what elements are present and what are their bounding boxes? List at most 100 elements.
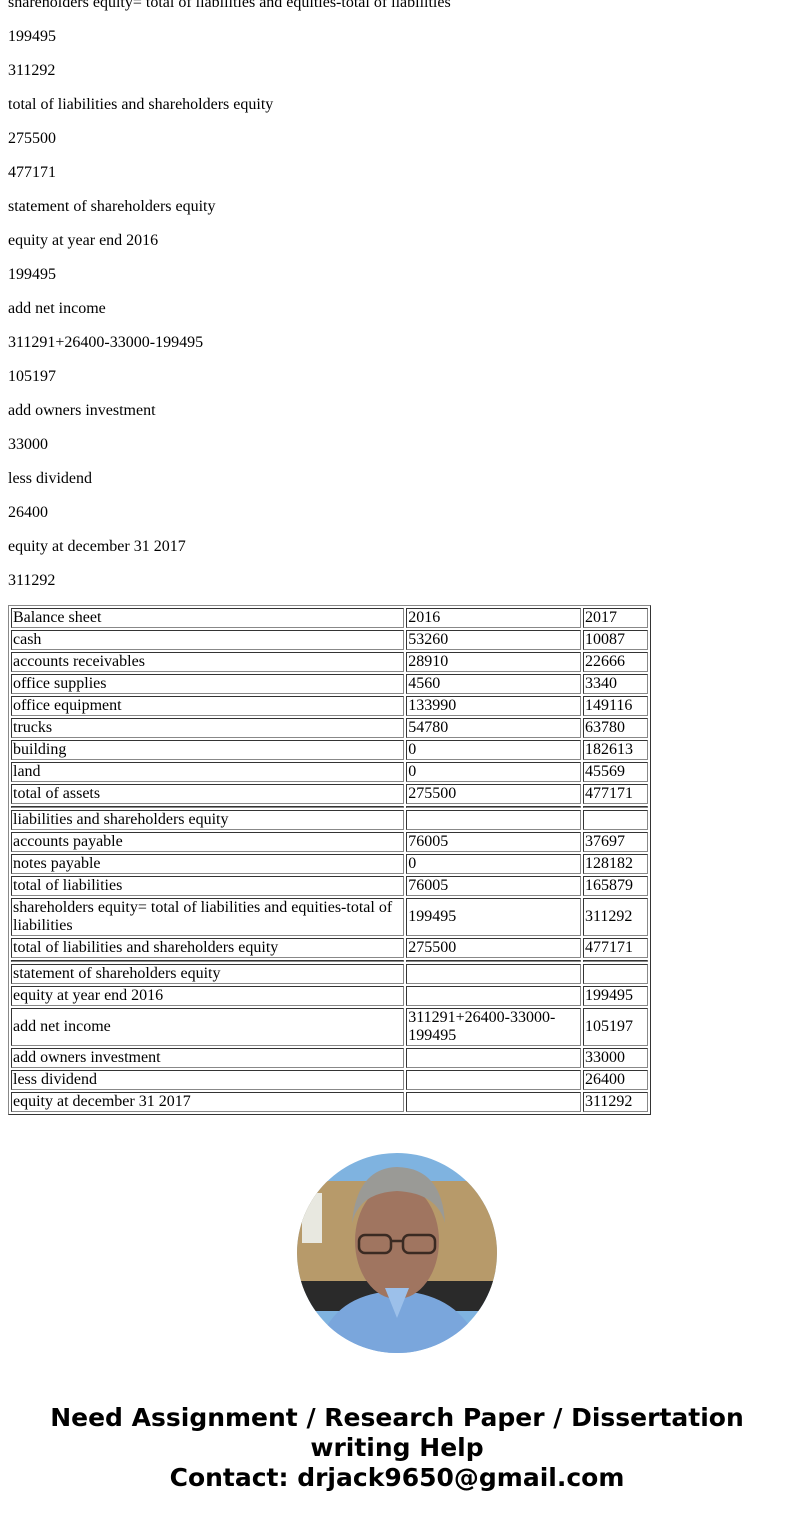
- footer-help-text: Need Assignment / Research Paper / Disse…: [50, 1403, 744, 1462]
- table-row: office equipment 133990 149116: [11, 696, 648, 716]
- table-row: equity at year end 2016 199495: [11, 986, 648, 1006]
- value-2017-cell: 45569: [583, 762, 648, 782]
- table-row: notes payable 0 128182: [11, 854, 648, 874]
- contact-footer: Need Assignment / Research Paper / Disse…: [0, 1403, 794, 1493]
- value-2016-cell: 311291+26400-33000-199495: [406, 1008, 582, 1046]
- note-paragraph: total of liabilities and shareholders eq…: [8, 96, 274, 113]
- row-label-cell: land: [11, 762, 405, 782]
- note-paragraph: 311292: [8, 62, 56, 79]
- value-2017-cell: 10087: [583, 630, 648, 650]
- value-2016-cell: 0: [406, 854, 582, 874]
- row-label-cell: statement of shareholders equity: [11, 964, 405, 984]
- balance-sheet-table: Balance sheet 2016 2017 cash 53260 10087 accou…: [8, 605, 651, 1115]
- note-paragraph: equity at year end 2016: [8, 232, 159, 249]
- note-paragraph: 33000: [8, 436, 48, 453]
- table-row: add net income 311291+26400-33000-199495 1…: [11, 1008, 648, 1046]
- value-2017-cell: 33000: [583, 1048, 648, 1068]
- value-2016-cell: 2016: [406, 608, 582, 628]
- row-label-cell: Balance sheet: [11, 608, 405, 628]
- value-2017-cell: 37697: [583, 832, 648, 852]
- divider-cell: [406, 960, 582, 962]
- note-paragraph: shareholders equity= total of liabilitie…: [8, 0, 451, 11]
- note-paragraph: add net income: [8, 300, 106, 317]
- footer-contact-text: Contact: drjack9650@gmail.com: [169, 1463, 625, 1492]
- table-row: less dividend 26400: [11, 1070, 648, 1090]
- value-2016-cell: 0: [406, 762, 582, 782]
- value-2017-cell: 105197: [583, 1008, 648, 1046]
- value-2017-cell: 477171: [583, 784, 648, 804]
- table-row: accounts payable 76005 37697: [11, 832, 648, 852]
- table-row: total of assets 275500 477171: [11, 784, 648, 804]
- note-paragraph: less dividend: [8, 470, 92, 487]
- value-2016-cell: [406, 1070, 582, 1090]
- row-label-cell: total of assets: [11, 784, 405, 804]
- row-label-cell: add net income: [11, 1008, 405, 1046]
- row-label-cell: liabilities and shareholders equity: [11, 810, 405, 830]
- table-row: total of liabilities 76005 165879: [11, 876, 648, 896]
- value-2016-cell: [406, 964, 582, 984]
- value-2017-cell: 199495: [583, 986, 648, 1006]
- value-2017-cell: [583, 810, 648, 830]
- value-2016-cell: 76005: [406, 832, 582, 852]
- note-paragraph: 275500: [8, 130, 56, 147]
- row-label-cell: office equipment: [11, 696, 405, 716]
- table-row: statement of shareholders equity: [11, 964, 648, 984]
- row-label-cell: cash: [11, 630, 405, 650]
- value-2017-cell: 477171: [583, 938, 648, 958]
- value-2017-cell: 128182: [583, 854, 648, 874]
- value-2017-cell: 311292: [583, 1092, 648, 1112]
- table-row: liabilities and shareholders equity: [11, 810, 648, 830]
- row-label-cell: accounts receivables: [11, 652, 405, 672]
- row-label-cell: shareholders equity= total of liabilitie…: [11, 898, 405, 936]
- value-2016-cell: [406, 986, 582, 1006]
- value-2017-cell: 26400: [583, 1070, 648, 1090]
- table-row: building 0 182613: [11, 740, 648, 760]
- note-paragraph: 311291+26400-33000-199495: [8, 334, 204, 351]
- table-row: land 0 45569: [11, 762, 648, 782]
- row-label-cell: total of liabilities and shareholders eq…: [11, 938, 405, 958]
- row-label-cell: less dividend: [11, 1070, 405, 1090]
- note-paragraph: equity at december 31 2017: [8, 538, 186, 555]
- value-2016-cell: [406, 810, 582, 830]
- row-label-cell: building: [11, 740, 405, 760]
- table-row: accounts receivables 28910 22666: [11, 652, 648, 672]
- value-2017-cell: 182613: [583, 740, 648, 760]
- value-2016-cell: 4560: [406, 674, 582, 694]
- note-paragraph: statement of shareholders equity: [8, 198, 216, 215]
- row-label-cell: office supplies: [11, 674, 405, 694]
- row-label-cell: trucks: [11, 718, 405, 738]
- table-row: total of liabilities and shareholders eq…: [11, 938, 648, 958]
- table-row: shareholders equity= total of liabilitie…: [11, 898, 648, 936]
- value-2016-cell: 53260: [406, 630, 582, 650]
- value-2016-cell: [406, 1092, 582, 1112]
- value-2017-cell: 149116: [583, 696, 648, 716]
- divider-cell: [583, 806, 648, 808]
- value-2016-cell: [406, 1048, 582, 1068]
- value-2016-cell: 275500: [406, 938, 582, 958]
- value-2017-cell: 22666: [583, 652, 648, 672]
- table-row: cash 53260 10087: [11, 630, 648, 650]
- value-2016-cell: 54780: [406, 718, 582, 738]
- row-label-cell: equity at year end 2016: [11, 986, 405, 1006]
- note-paragraph: 477171: [8, 164, 56, 181]
- notes-section: shareholders equity= total of liabilitie…: [8, 0, 788, 598]
- table-row: trucks 54780 63780: [11, 718, 648, 738]
- value-2017-cell: 311292: [583, 898, 648, 936]
- divider-cell: [406, 806, 582, 808]
- value-2017-cell: 2017: [583, 608, 648, 628]
- table-row: equity at december 31 2017 311292: [11, 1092, 648, 1112]
- value-2016-cell: 275500: [406, 784, 582, 804]
- section-divider-row: [11, 960, 648, 962]
- note-paragraph: 311292: [8, 572, 56, 589]
- author-photo: [297, 1153, 497, 1353]
- value-2016-cell: 28910: [406, 652, 582, 672]
- divider-cell: [11, 960, 405, 962]
- divider-cell: [11, 806, 405, 808]
- row-label-cell: accounts payable: [11, 832, 405, 852]
- section-divider-row: [11, 806, 648, 808]
- value-2017-cell: [583, 964, 648, 984]
- value-2016-cell: 199495: [406, 898, 582, 936]
- note-paragraph: 199495: [8, 266, 56, 283]
- table-row: office supplies 4560 3340: [11, 674, 648, 694]
- row-label-cell: notes payable: [11, 854, 405, 874]
